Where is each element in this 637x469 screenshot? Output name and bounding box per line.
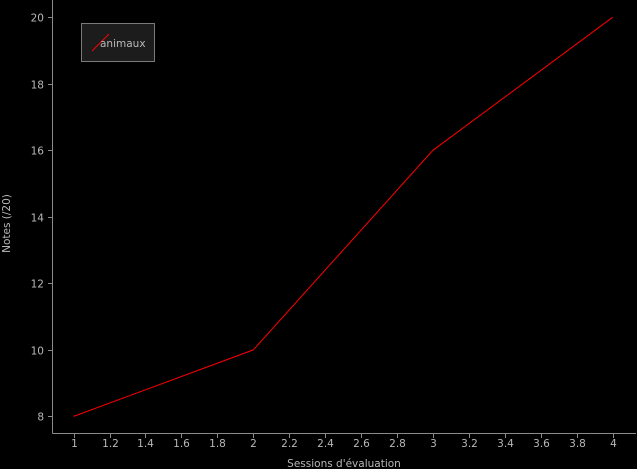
y-tick-label: 16 bbox=[31, 146, 45, 158]
y-tick-label: 10 bbox=[31, 346, 44, 358]
x-tick-label: 3.8 bbox=[569, 438, 586, 450]
y-tick-label: 8 bbox=[37, 412, 44, 424]
legend-box bbox=[81, 23, 155, 62]
y-tick-label: 14 bbox=[31, 213, 45, 225]
x-tick-label: 3.6 bbox=[533, 438, 550, 450]
x-axis-ticks: 1 1.2 1.4 1.6 1.8 2 2.2 2.4 2.6 2.8 3 3.2 3.4 3.6 3.8 4 bbox=[71, 433, 617, 450]
x-tick-label: 1 bbox=[71, 438, 78, 450]
legend-swatch bbox=[91, 33, 110, 52]
x-tick-label: 2 bbox=[250, 438, 257, 450]
x-tick-label: 2.2 bbox=[281, 438, 298, 450]
y-tick-label: 20 bbox=[31, 13, 44, 25]
x-tick-label: 4 bbox=[610, 438, 617, 450]
x-tick-label: 1.6 bbox=[173, 438, 190, 450]
x-tick-label: 2.8 bbox=[389, 438, 406, 450]
y-tick-label: 12 bbox=[31, 279, 44, 291]
y-axis-label: Notes (/20) bbox=[1, 194, 13, 253]
x-tick-label: 2.6 bbox=[353, 438, 370, 450]
series-line bbox=[73, 16, 613, 417]
series-layer bbox=[73, 16, 613, 417]
y-tick-label: 18 bbox=[31, 80, 44, 92]
x-tick-label: 1.8 bbox=[209, 438, 226, 450]
legend-label: animaux bbox=[100, 38, 146, 50]
x-tick-label: 1.2 bbox=[102, 438, 119, 450]
x-tick-label: 3.2 bbox=[461, 438, 478, 450]
y-axis-ticks: 8 10 12 14 16 18 20 bbox=[31, 13, 52, 424]
legend: animaux bbox=[81, 23, 155, 62]
x-tick-label: 3 bbox=[430, 438, 437, 450]
x-tick-label: 1.4 bbox=[137, 438, 154, 450]
x-tick-label: 3.4 bbox=[497, 438, 514, 450]
x-axis-label: Sessions d'évaluation bbox=[287, 458, 401, 469]
x-tick-label: 2.4 bbox=[317, 438, 334, 450]
